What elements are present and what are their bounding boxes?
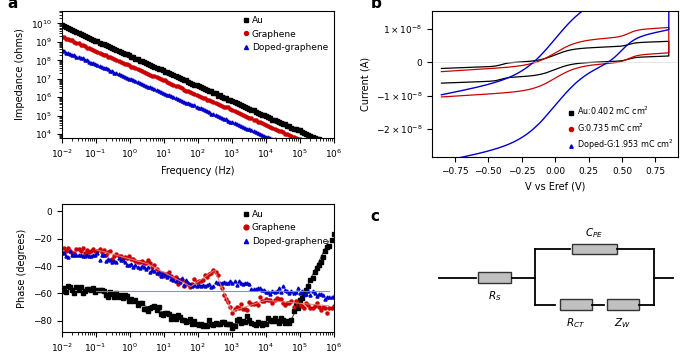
- Doped-graphene: [306, 152, 314, 156]
- FancyBboxPatch shape: [560, 299, 592, 310]
- Graphene: [58, 35, 66, 39]
- Au: [70, 28, 78, 32]
- Graphene: [296, 137, 304, 142]
- FancyBboxPatch shape: [573, 244, 616, 254]
- Doped-graphene: [296, 148, 304, 152]
- Text: c: c: [371, 209, 379, 224]
- Text: $R_{CT}$: $R_{CT}$: [566, 316, 586, 330]
- Text: $Z_W$: $Z_W$: [614, 316, 631, 330]
- Au: [205, 89, 213, 93]
- X-axis label: V vs Eref (V): V vs Eref (V): [525, 181, 585, 191]
- Line: Graphene: Graphene: [60, 35, 335, 156]
- Au: [296, 128, 304, 133]
- Y-axis label: Phase (degrees): Phase (degrees): [17, 228, 27, 308]
- Line: Au: Au: [60, 24, 335, 148]
- Text: $R_S$: $R_S$: [488, 289, 501, 303]
- Graphene: [306, 142, 314, 146]
- Au: [329, 144, 338, 149]
- Graphene: [205, 98, 213, 102]
- Text: b: b: [371, 0, 382, 11]
- Doped-graphene: [287, 145, 295, 149]
- Au: [287, 125, 295, 130]
- FancyBboxPatch shape: [478, 273, 512, 283]
- Y-axis label: Current (A): Current (A): [360, 57, 370, 111]
- Graphene: [329, 152, 338, 156]
- Line: Doped-graphene: Doped-graphene: [60, 49, 335, 167]
- Au: [58, 23, 66, 27]
- Y-axis label: Impedance (ohms): Impedance (ohms): [15, 28, 25, 120]
- Doped-graphene: [251, 130, 260, 134]
- Legend: Au, Graphene, Doped-graphene: Au, Graphene, Doped-graphene: [241, 209, 329, 247]
- Legend: Au, Graphene, Doped-graphene: Au, Graphene, Doped-graphene: [241, 15, 329, 53]
- Doped-graphene: [58, 48, 66, 52]
- Text: a: a: [8, 0, 18, 11]
- Doped-graphene: [205, 110, 213, 114]
- Doped-graphene: [70, 53, 78, 57]
- Graphene: [251, 118, 260, 122]
- Au: [306, 133, 314, 138]
- Doped-graphene: [329, 163, 338, 167]
- Legend: Au:0.402 mC cm$^{2}$, G:0.735 mC cm$^{2}$, Doped-G:1.953 mC cm$^{2}$: Au:0.402 mC cm$^{2}$, G:0.735 mC cm$^{2}…: [567, 104, 674, 153]
- X-axis label: Frequency (Hz): Frequency (Hz): [161, 166, 234, 176]
- FancyBboxPatch shape: [607, 299, 639, 310]
- Graphene: [70, 40, 78, 44]
- Graphene: [287, 133, 295, 138]
- Au: [251, 110, 260, 114]
- Text: $C_{PE}$: $C_{PE}$: [586, 226, 603, 240]
